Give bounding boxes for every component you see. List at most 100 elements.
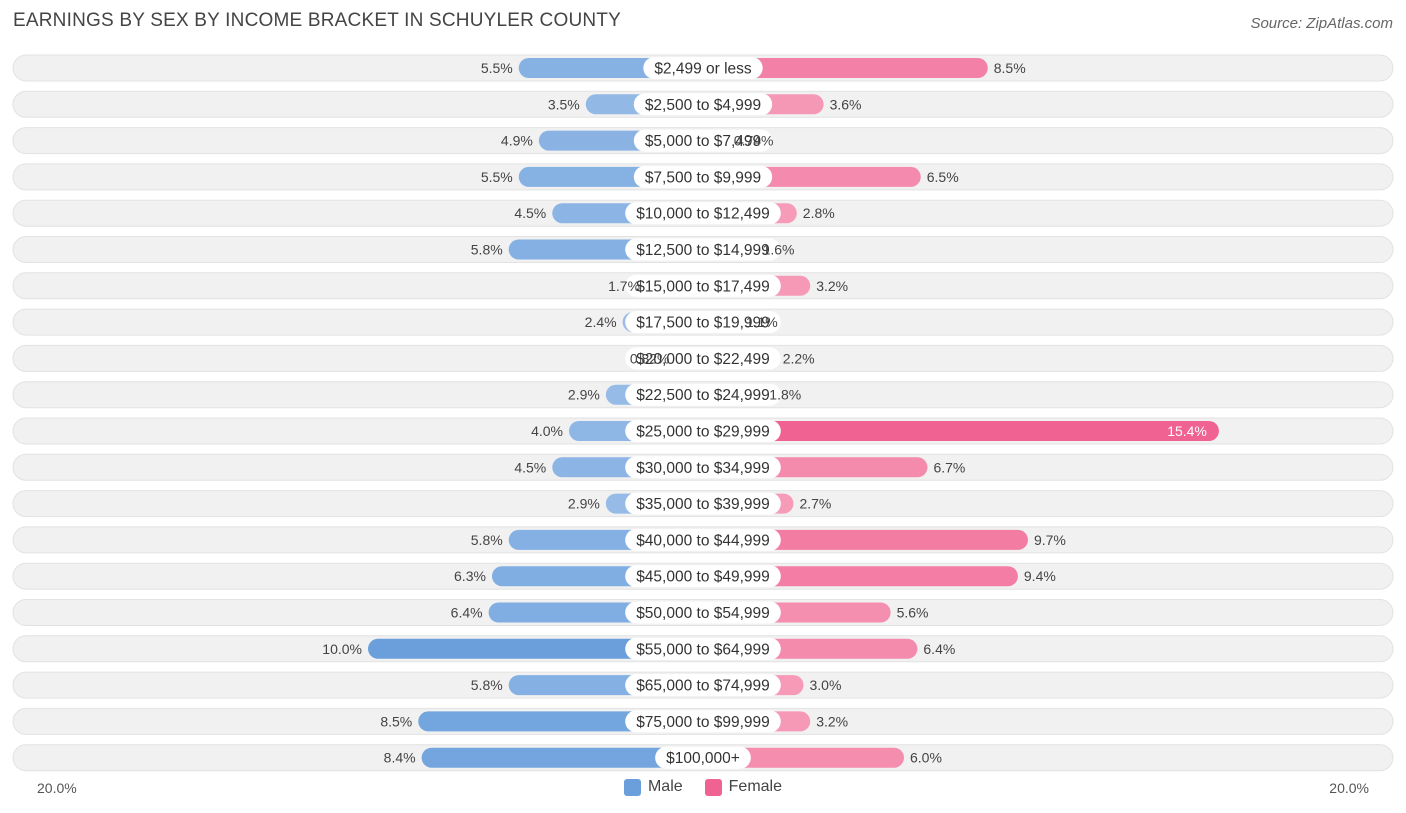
- category-label: $22,500 to $24,999: [636, 387, 770, 404]
- male-value-label: 5.8%: [471, 242, 503, 258]
- male-value-label: 8.5%: [380, 713, 412, 729]
- table-row: $7,500 to $9,999 5.5% 6.5%: [12, 163, 1394, 191]
- legend-swatch-female: [704, 778, 722, 796]
- male-value-label: 2.4%: [585, 314, 617, 330]
- table-row: $2,500 to $4,999 3.5% 3.6%: [12, 90, 1394, 118]
- table-row: $5,000 to $7,499 4.9% 0.74%: [12, 127, 1394, 155]
- female-value-label: 1.8%: [769, 387, 801, 403]
- female-bar: [703, 58, 988, 78]
- male-bar: [368, 638, 703, 659]
- male-value-label: 2.9%: [568, 387, 600, 403]
- female-value-label: 6.7%: [933, 459, 965, 475]
- category-pill: [625, 674, 781, 697]
- female-value-label: 5.6%: [897, 605, 929, 621]
- category-pill: [633, 129, 773, 152]
- female-value-label: 8.5%: [994, 60, 1026, 76]
- male-value-label: 5.5%: [481, 60, 513, 76]
- category-label: $65,000 to $74,999: [636, 678, 770, 695]
- female-bar: [703, 529, 1028, 550]
- female-value-label: 1.1%: [746, 314, 778, 330]
- female-value-label: 9.4%: [1024, 568, 1056, 584]
- table-row: $30,000 to $34,999 4.5% 6.7%: [12, 453, 1394, 481]
- table-row: $35,000 to $39,999 2.9% 2.7%: [12, 490, 1394, 518]
- table-row: $17,500 to $19,999 2.4% 1.1%: [12, 308, 1394, 336]
- category-label: $40,000 to $44,999: [636, 532, 770, 549]
- category-pill: [625, 456, 781, 479]
- table-row: $2,499 or less 5.5% 8.5%: [12, 54, 1394, 82]
- category-label: $55,000 to $64,999: [636, 641, 770, 658]
- table-row: $100,000+ 8.4% 6.0%: [12, 744, 1394, 772]
- female-value-label: 3.2%: [816, 713, 848, 729]
- category-label: $50,000 to $54,999: [636, 605, 770, 622]
- male-value-label: 8.4%: [384, 750, 416, 766]
- category-label: $10,000 to $12,499: [636, 206, 770, 223]
- category-pill: [625, 274, 781, 297]
- category-pill: [625, 347, 781, 370]
- legend-label-female: Female: [728, 778, 783, 795]
- axis-max-label: 20.0%: [1329, 780, 1369, 796]
- category-label: $2,500 to $4,999: [645, 97, 761, 114]
- male-value-label: 4.5%: [514, 205, 546, 221]
- female-bar: [703, 747, 904, 768]
- chart-area: $2,499 or less 5.5% 8.5% $2,500 to $4,999 3.…: [12, 54, 1394, 772]
- category-label: $75,000 to $99,999: [636, 714, 770, 731]
- male-value-label: 4.0%: [531, 423, 563, 439]
- female-value-label: 3.0%: [810, 677, 842, 693]
- category-pill: [625, 238, 781, 261]
- category-label: $12,500 to $14,999: [636, 242, 770, 259]
- category-label: $45,000 to $49,999: [636, 569, 770, 586]
- category-pill: [625, 492, 781, 515]
- female-value-label: 3.2%: [816, 278, 848, 294]
- female-value-label: 6.4%: [923, 641, 955, 657]
- table-row: $40,000 to $44,999 5.8% 9.7%: [12, 526, 1394, 554]
- legend-label-male: Male: [647, 778, 683, 795]
- female-bar: [703, 566, 1018, 587]
- male-value-label: 6.3%: [454, 568, 486, 584]
- table-row: $12,500 to $14,999 5.8% 1.6%: [12, 236, 1394, 263]
- male-value-label: 0.82%: [630, 350, 670, 366]
- male-value-label: 5.8%: [471, 532, 503, 548]
- category-pill: [633, 93, 773, 116]
- table-row: $45,000 to $49,999 6.3% 9.4%: [12, 562, 1394, 590]
- female-value-label: 2.7%: [799, 496, 831, 512]
- category-label: $5,000 to $7,499: [645, 133, 761, 150]
- table-row: $55,000 to $64,999 10.0% 6.4%: [12, 635, 1394, 663]
- table-row: $22,500 to $24,999 2.9% 1.8%: [12, 381, 1394, 409]
- male-value-label: 2.9%: [568, 496, 600, 512]
- axis-min-label: 20.0%: [37, 780, 77, 796]
- male-value-label: 1.7%: [608, 278, 640, 294]
- male-value-label: 5.8%: [471, 677, 503, 693]
- male-value-label: 5.5%: [481, 169, 513, 185]
- category-pill: [625, 710, 781, 733]
- category-pill: [625, 420, 781, 442]
- male-bar: [421, 747, 703, 768]
- female-value-label: 6.5%: [927, 169, 959, 185]
- category-label: $15,000 to $17,499: [636, 278, 770, 295]
- table-row: $25,000 to $29,999 4.0% 15.4%: [12, 417, 1394, 445]
- male-value-label: 6.4%: [451, 605, 483, 621]
- category-pill: [633, 165, 773, 188]
- male-value-label: 4.5%: [514, 459, 546, 475]
- female-value-label: 2.8%: [803, 205, 835, 221]
- female-value-label: 9.7%: [1034, 532, 1066, 548]
- category-pill: [625, 601, 781, 624]
- category-pill: [643, 57, 763, 79]
- category-pill: [625, 637, 781, 660]
- male-value-label: 4.9%: [501, 133, 533, 149]
- category-pill: [625, 528, 781, 551]
- category-pill: [655, 746, 751, 769]
- female-value-label: 2.2%: [783, 350, 815, 366]
- legend-item-male[interactable]: Male: [623, 778, 683, 796]
- category-label: $7,500 to $9,999: [645, 169, 761, 186]
- table-row: $50,000 to $54,999 6.4% 5.6%: [12, 599, 1394, 626]
- male-value-label: 10.0%: [322, 641, 362, 657]
- category-pill: [625, 565, 781, 588]
- legend-item-female[interactable]: Female: [704, 778, 783, 796]
- category-label: $2,499 or less: [654, 61, 752, 78]
- category-pill: [625, 383, 781, 406]
- category-label: $17,500 to $19,999: [636, 315, 770, 332]
- category-label: $20,000 to $22,499: [636, 351, 770, 368]
- female-value-label: 6.0%: [910, 750, 942, 766]
